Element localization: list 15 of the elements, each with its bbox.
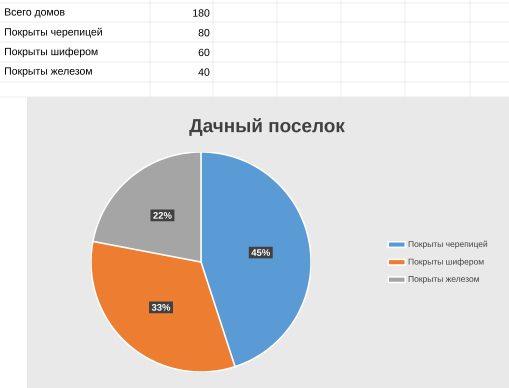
data-label: 45% bbox=[251, 249, 270, 256]
text: 80 bbox=[198, 29, 210, 36]
chart-title: Дачный поселок bbox=[189, 118, 345, 136]
text: 180 bbox=[193, 9, 210, 17]
data-label: 33% bbox=[152, 304, 170, 311]
legend-label: Покрыты железом bbox=[408, 276, 479, 284]
legend-label: Покрыты шифером bbox=[408, 258, 484, 266]
text: Покрыты железом bbox=[5, 67, 92, 77]
text: 60 bbox=[198, 48, 210, 56]
legend-label: Покрыты черепицей bbox=[408, 240, 488, 249]
text: 40 bbox=[198, 68, 210, 76]
text: Покрыты черепицей bbox=[5, 28, 102, 38]
text: Покрыты шифером bbox=[5, 48, 98, 58]
text: Всего домов bbox=[5, 8, 65, 18]
data-label: 22% bbox=[153, 212, 172, 219]
